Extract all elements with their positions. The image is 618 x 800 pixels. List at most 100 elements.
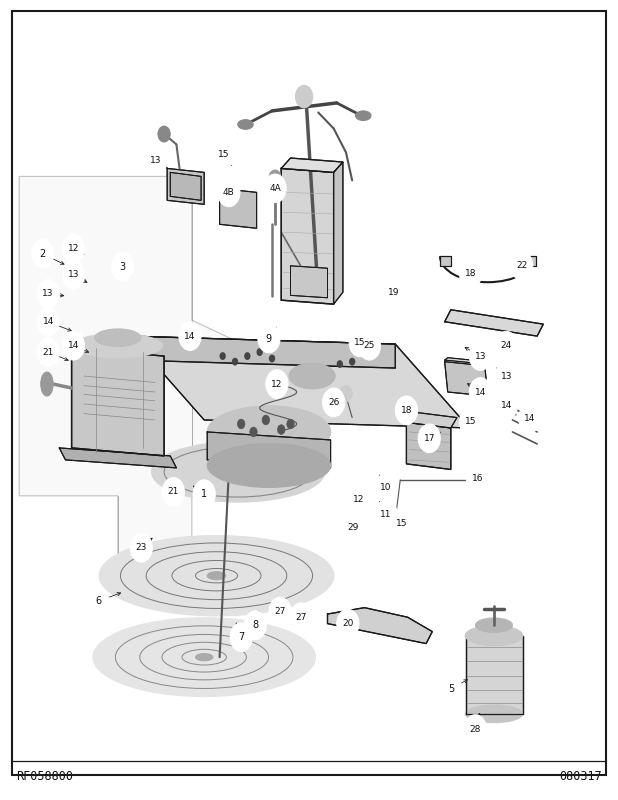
Circle shape bbox=[287, 419, 294, 429]
Circle shape bbox=[459, 407, 481, 436]
Text: 19: 19 bbox=[388, 288, 400, 297]
Text: 28: 28 bbox=[470, 725, 481, 734]
Circle shape bbox=[237, 419, 245, 429]
Circle shape bbox=[258, 324, 280, 353]
Text: 13: 13 bbox=[501, 371, 512, 381]
Polygon shape bbox=[525, 256, 536, 266]
Text: 18: 18 bbox=[400, 406, 412, 415]
Ellipse shape bbox=[93, 618, 315, 696]
Circle shape bbox=[163, 478, 184, 506]
Circle shape bbox=[262, 415, 269, 425]
Text: 11: 11 bbox=[380, 510, 392, 518]
Text: 12: 12 bbox=[271, 379, 282, 389]
Text: 14: 14 bbox=[68, 341, 79, 350]
Circle shape bbox=[358, 331, 381, 360]
Circle shape bbox=[323, 388, 345, 417]
Circle shape bbox=[469, 378, 491, 406]
Ellipse shape bbox=[465, 626, 523, 646]
Text: 2: 2 bbox=[40, 249, 46, 259]
Text: 14: 14 bbox=[43, 318, 54, 326]
Circle shape bbox=[244, 611, 266, 639]
Circle shape bbox=[257, 349, 262, 355]
Circle shape bbox=[179, 322, 201, 350]
Circle shape bbox=[37, 338, 59, 366]
Circle shape bbox=[290, 603, 312, 631]
Text: 13: 13 bbox=[475, 351, 486, 361]
Circle shape bbox=[269, 355, 274, 362]
Polygon shape bbox=[281, 169, 334, 304]
Text: 3: 3 bbox=[120, 262, 126, 272]
Text: 14: 14 bbox=[184, 332, 196, 341]
Circle shape bbox=[466, 464, 488, 493]
Circle shape bbox=[62, 234, 85, 262]
Circle shape bbox=[337, 610, 359, 638]
Circle shape bbox=[269, 170, 281, 186]
Circle shape bbox=[218, 178, 240, 206]
Text: 14: 14 bbox=[501, 401, 512, 410]
Circle shape bbox=[220, 353, 225, 359]
Text: 13: 13 bbox=[150, 156, 162, 165]
Text: 25: 25 bbox=[364, 341, 375, 350]
Circle shape bbox=[62, 260, 85, 289]
Circle shape bbox=[418, 424, 441, 453]
Polygon shape bbox=[407, 412, 457, 428]
Text: 12: 12 bbox=[353, 495, 364, 504]
Circle shape bbox=[230, 623, 252, 651]
Ellipse shape bbox=[207, 406, 331, 458]
Text: 24: 24 bbox=[501, 341, 512, 350]
Circle shape bbox=[32, 239, 54, 268]
Polygon shape bbox=[465, 635, 523, 714]
Circle shape bbox=[349, 328, 371, 357]
Polygon shape bbox=[219, 188, 256, 228]
Polygon shape bbox=[290, 266, 328, 298]
Polygon shape bbox=[19, 176, 260, 568]
Circle shape bbox=[440, 674, 462, 703]
Circle shape bbox=[383, 278, 405, 306]
Text: 14: 14 bbox=[475, 387, 486, 397]
Text: 20: 20 bbox=[342, 619, 353, 628]
Circle shape bbox=[37, 279, 59, 308]
Circle shape bbox=[340, 386, 352, 402]
Text: 27: 27 bbox=[274, 607, 286, 616]
Circle shape bbox=[391, 510, 413, 538]
Circle shape bbox=[375, 474, 397, 502]
Text: 21: 21 bbox=[167, 487, 179, 496]
Text: 23: 23 bbox=[135, 543, 147, 552]
Polygon shape bbox=[72, 348, 164, 456]
Circle shape bbox=[130, 534, 153, 562]
Ellipse shape bbox=[73, 334, 163, 358]
Polygon shape bbox=[167, 169, 204, 204]
Ellipse shape bbox=[195, 654, 213, 661]
Circle shape bbox=[495, 362, 517, 390]
Circle shape bbox=[464, 714, 486, 743]
Ellipse shape bbox=[207, 572, 226, 580]
Ellipse shape bbox=[41, 372, 53, 396]
Text: 15: 15 bbox=[218, 150, 230, 158]
Text: 29: 29 bbox=[348, 523, 359, 532]
Circle shape bbox=[510, 251, 533, 280]
Circle shape bbox=[347, 486, 370, 514]
Polygon shape bbox=[207, 432, 331, 468]
Circle shape bbox=[459, 259, 481, 288]
Circle shape bbox=[495, 331, 517, 360]
Circle shape bbox=[158, 126, 171, 142]
Text: 8: 8 bbox=[252, 620, 258, 630]
Circle shape bbox=[145, 146, 167, 174]
Text: 4A: 4A bbox=[269, 184, 281, 193]
Circle shape bbox=[375, 500, 397, 529]
Polygon shape bbox=[445, 362, 488, 396]
Text: 21: 21 bbox=[43, 347, 54, 357]
Text: 27: 27 bbox=[295, 613, 307, 622]
Text: 6: 6 bbox=[95, 596, 101, 606]
Circle shape bbox=[245, 353, 250, 359]
Circle shape bbox=[232, 358, 237, 365]
Polygon shape bbox=[328, 608, 433, 643]
Circle shape bbox=[396, 396, 418, 425]
Text: 5: 5 bbox=[447, 684, 454, 694]
Ellipse shape bbox=[355, 111, 371, 121]
Circle shape bbox=[342, 514, 365, 542]
Text: 1: 1 bbox=[201, 490, 207, 499]
Polygon shape bbox=[171, 172, 201, 200]
Text: 080317: 080317 bbox=[559, 770, 602, 783]
Circle shape bbox=[87, 587, 109, 616]
